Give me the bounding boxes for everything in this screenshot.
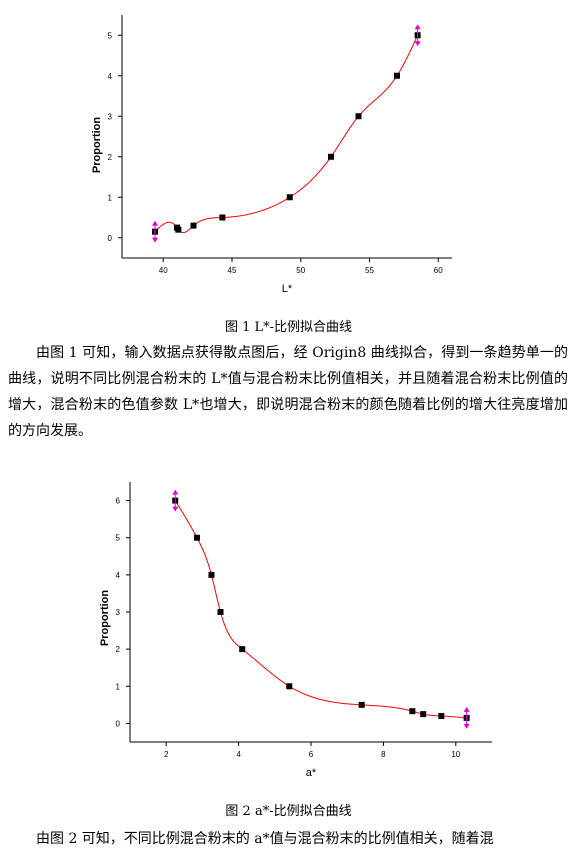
x-tick-label: 6 (309, 750, 314, 759)
y-tick-label: 5 (108, 31, 113, 40)
data-point (193, 534, 200, 541)
chart2-x-axis-label: a* (306, 767, 317, 779)
point-marker (152, 220, 158, 243)
x-tick-label: 50 (296, 266, 305, 275)
x-tick-label: 4 (236, 750, 241, 759)
data-point (394, 72, 400, 79)
data-point (286, 683, 293, 690)
chart2-points (172, 489, 470, 729)
chart1-fit-curve (154, 35, 419, 234)
data-point (190, 222, 197, 229)
y-tick-label: 1 (116, 682, 121, 691)
y-tick-label: 3 (108, 112, 113, 121)
y-tick-label: 2 (116, 645, 121, 654)
point-marker (463, 706, 470, 729)
data-point (286, 194, 293, 201)
point-marker (414, 24, 421, 47)
x-tick-label: 40 (159, 266, 168, 275)
data-point (239, 646, 246, 653)
chart2-y-axis: 0 1 2 3 4 5 6 (116, 482, 131, 742)
y-tick-label: 4 (116, 571, 121, 580)
chart1-y-axis-label: Proportion (91, 117, 103, 173)
y-tick-label: 2 (108, 153, 113, 162)
x-tick-label: 60 (434, 266, 443, 275)
x-tick-label: 45 (228, 266, 237, 275)
y-tick-label: 0 (108, 234, 113, 243)
data-point (328, 153, 334, 160)
data-point (219, 214, 226, 221)
data-point (208, 571, 215, 578)
x-tick-label: 8 (381, 750, 386, 759)
figure2-caption: 图 2 a*-比例拟合曲线 (225, 804, 352, 819)
chart1-points (152, 24, 421, 243)
y-tick-label: 0 (116, 719, 121, 728)
data-point (409, 708, 416, 715)
x-tick-label: 10 (451, 750, 460, 759)
x-tick-label: 55 (365, 266, 374, 275)
point-marker (172, 489, 179, 512)
y-tick-label: 5 (116, 534, 121, 543)
x-tick-label: 2 (164, 750, 169, 759)
y-tick-label: 6 (116, 497, 121, 506)
figure2-paragraph: 由图 2 可知，不同比例混合粉末的 a*值与混合粉末的比例值相关，随着混 (36, 831, 494, 847)
chart-a-star: 0 1 2 3 4 5 6 2 4 6 8 10 Proportion a* (99, 482, 492, 779)
y-tick-label: 4 (108, 72, 113, 81)
figure1-caption: 图 1 L*-比例拟合曲线 (224, 320, 353, 335)
data-point (175, 226, 182, 233)
data-point (355, 113, 362, 120)
chart1-x-axis: 40 45 50 55 60 (122, 257, 452, 275)
data-point (358, 701, 365, 708)
chart2-fit-curve (174, 500, 467, 719)
y-tick-label: 1 (108, 193, 113, 202)
chart2-y-axis-label: Proportion (99, 590, 111, 646)
figure1-paragraph: 由图 1 可知，输入数据点获得散点图后，经 Origin8 曲线拟合，得到一条趋… (8, 345, 568, 439)
chart2-x-axis: 2 4 6 8 10 (130, 741, 492, 759)
data-point (438, 713, 445, 719)
data-point (420, 711, 427, 718)
data-point (217, 609, 224, 615)
y-tick-label: 3 (116, 608, 121, 617)
chart1-x-axis-label: L* (282, 283, 293, 295)
chart1-y-axis: 0 1 2 3 4 5 (108, 15, 123, 258)
